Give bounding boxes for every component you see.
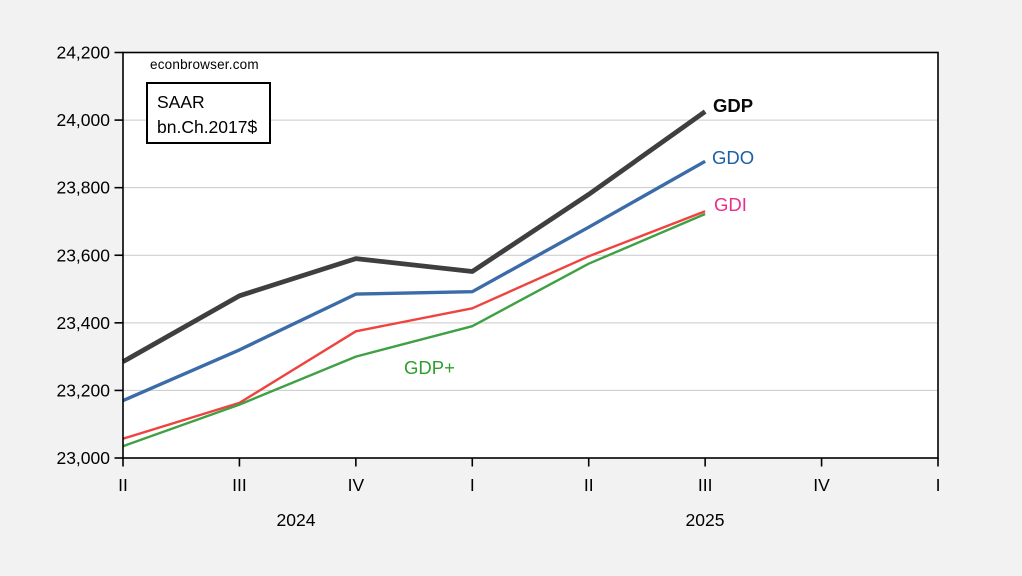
y-axis-tick-label: 24,000 (56, 110, 110, 130)
x-axis-tick-label: III (232, 475, 247, 495)
series-label-gdo: GDO (712, 147, 754, 168)
x-axis-tick-label: II (118, 475, 128, 495)
y-axis-tick-label: 23,600 (56, 245, 110, 265)
x-axis-tick-label: I (936, 475, 941, 495)
series-label-gdi: GDI (714, 194, 747, 215)
series-label-gdp: GDP (713, 95, 753, 116)
y-axis-tick-label: 23,400 (56, 313, 110, 333)
year-label: 2024 (277, 510, 316, 530)
series-line-gdi (122, 210, 706, 440)
y-axis-tick-label: 24,200 (56, 43, 110, 63)
series-line-gdo (122, 159, 706, 403)
x-axis-tick-label: I (470, 475, 475, 495)
units-line-2: bn.Ch.2017$ (157, 117, 258, 137)
y-axis-tick-label: 23,000 (56, 448, 110, 468)
watermark-econbrowser: econbrowser.com (150, 57, 259, 72)
x-axis-tick-label: IV (348, 475, 365, 495)
series-line-gdpplus (122, 212, 706, 448)
units-line-1: SAAR (157, 92, 205, 112)
x-axis-tick-label: III (698, 475, 713, 495)
y-axis-tick-label: 23,800 (56, 178, 110, 198)
series-label-gdpplus: GDP+ (404, 357, 455, 378)
units-annotation-box: SAAR bn.Ch.2017$ (146, 82, 271, 144)
series-line-gdp (121, 109, 707, 364)
x-axis-tick-label: IV (813, 475, 830, 495)
x-axis-tick-label: II (584, 475, 594, 495)
year-label: 2025 (686, 510, 725, 530)
y-axis-tick-label: 23,200 (56, 380, 110, 400)
